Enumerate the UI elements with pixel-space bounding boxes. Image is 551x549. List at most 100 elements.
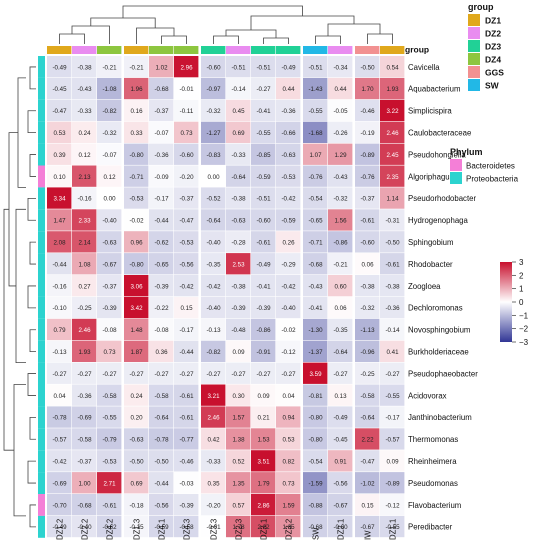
- cell-value-label: 0.36: [155, 349, 168, 356]
- cell-value-label: -0.37: [77, 458, 92, 465]
- heatmap-cell: [251, 121, 276, 143]
- cell-value-label: -0.91: [256, 349, 271, 356]
- cell-value-label: -0.59: [281, 218, 296, 225]
- cell-value-label: -0.63: [231, 218, 246, 225]
- dendrogram-branch: [13, 384, 26, 517]
- heatmap-cell: [201, 77, 226, 100]
- cell-value-label: 1.00: [78, 480, 91, 487]
- color-scale-tick-label: 0: [519, 298, 524, 307]
- heatmap-cell: [72, 275, 97, 297]
- cell-value-label: 0.79: [53, 327, 66, 334]
- cell-value-label: 0.09: [386, 458, 399, 465]
- annotation-label: group: [405, 45, 429, 55]
- heatmap-cell: [226, 231, 251, 253]
- heatmap-cell: [47, 275, 72, 297]
- heatmap-cell: [149, 143, 174, 165]
- legend-group-label: SW: [485, 81, 500, 91]
- heatmap-cell: [124, 165, 149, 187]
- heatmap-cell: [149, 56, 174, 78]
- cell-value-label: -0.40: [102, 218, 117, 225]
- cell-value-label: -0.64: [154, 415, 169, 422]
- heatmap-cell: [97, 494, 122, 516]
- cell-value-label: 0.12: [78, 152, 91, 159]
- cell-value-label: 2.22: [257, 524, 270, 531]
- heatmap-cell: [149, 275, 174, 297]
- heatmap-cell: [251, 77, 276, 100]
- cell-value-label: -0.76: [360, 174, 375, 181]
- heatmap-cell: [380, 253, 405, 275]
- cell-value-label: -0.60: [179, 152, 194, 159]
- cell-value-label: 1.07: [309, 152, 322, 159]
- cell-value-label: 0.69: [130, 480, 143, 487]
- heatmap-cell: [251, 231, 276, 253]
- cell-value-label: 1.93: [78, 349, 91, 356]
- cell-value-label: -0.58: [77, 437, 92, 444]
- cell-value-label: -0.61: [385, 261, 400, 268]
- cell-value-label: 0.91: [334, 458, 347, 465]
- heatmap-cell: [303, 56, 328, 78]
- cell-value-label: -0.50: [154, 458, 169, 465]
- heatmap-cell: [47, 340, 72, 362]
- cell-value-label: -0.17: [385, 415, 400, 422]
- column-label: IW: [364, 530, 373, 540]
- phylum-annotation-cell: [38, 515, 45, 538]
- cell-value-label: -0.07: [102, 152, 117, 159]
- heatmap-cell: [97, 99, 122, 122]
- cell-value-label: 2.53: [232, 261, 245, 268]
- heatmap-cell: [380, 384, 405, 406]
- legend-group-label: DZ3: [485, 42, 501, 52]
- cell-value-label: -0.48: [231, 327, 246, 334]
- heatmap-cell: [149, 187, 174, 209]
- cell-value-label: -0.17: [179, 327, 194, 334]
- heatmap-cell: [276, 428, 301, 450]
- dendrogram-branch: [367, 33, 393, 44]
- cell-value-label: 0.06: [334, 305, 347, 312]
- legend-phylum-swatch: [450, 172, 462, 184]
- heatmap-cell: [355, 515, 380, 538]
- heatmap-cell: [47, 209, 72, 231]
- heatmap-cell: [97, 340, 122, 362]
- heatmap-cell: [355, 77, 380, 100]
- cell-value-label: -0.69: [77, 415, 92, 422]
- cell-value-label: -0.40: [206, 239, 221, 246]
- heatmap-cell: [303, 231, 328, 253]
- cell-value-label: -1.37: [308, 349, 323, 356]
- cell-value-label: -0.65: [154, 261, 169, 268]
- heatmap-cell: [72, 99, 97, 122]
- heatmap-cell: [303, 99, 328, 122]
- cell-value-label: -0.61: [102, 502, 117, 509]
- phylum-annotation-cell: [38, 165, 45, 188]
- legend-group-swatch: [468, 40, 480, 52]
- cell-value-label: 0.10: [53, 174, 66, 181]
- color-scale-legend: 3 2 1 0 −1 −2 −3: [500, 258, 529, 347]
- heatmap-cell: [47, 296, 72, 319]
- heatmap-cell: [251, 143, 276, 165]
- cell-value-label: -0.47: [179, 218, 194, 225]
- heatmap-cell: [276, 362, 301, 384]
- heatmap-cell: [303, 318, 328, 341]
- heatmap-cell: [251, 275, 276, 297]
- dendrogram-branch: [15, 208, 26, 363]
- cell-value-label: -0.56: [333, 480, 348, 487]
- cell-value-label: -0.51: [308, 64, 323, 71]
- heatmap-cell: [355, 209, 380, 231]
- heatmap-cell: [149, 165, 174, 187]
- cell-value-label: 2.96: [180, 64, 193, 71]
- heatmap-cell: [251, 296, 276, 319]
- cell-value-label: -1.08: [102, 86, 117, 93]
- dendrogram-branch: [250, 15, 355, 30]
- cell-value-label: 1.70: [361, 86, 374, 93]
- cell-value-label: -0.21: [333, 261, 348, 268]
- heatmap-cell: [72, 515, 97, 538]
- cell-value-label: -0.86: [333, 239, 348, 246]
- heatmap-cell: [355, 362, 380, 384]
- cell-value-label: -0.45: [52, 86, 67, 93]
- cell-value-label: 0.33: [130, 130, 143, 137]
- heatmap-cell: [355, 143, 380, 165]
- cell-value-label: 1.38: [232, 437, 245, 444]
- cell-value-label: -0.39: [256, 305, 271, 312]
- heatmap-cell: [47, 165, 72, 187]
- heatmap-cell: [149, 121, 174, 143]
- heatmap-cell: [174, 406, 199, 428]
